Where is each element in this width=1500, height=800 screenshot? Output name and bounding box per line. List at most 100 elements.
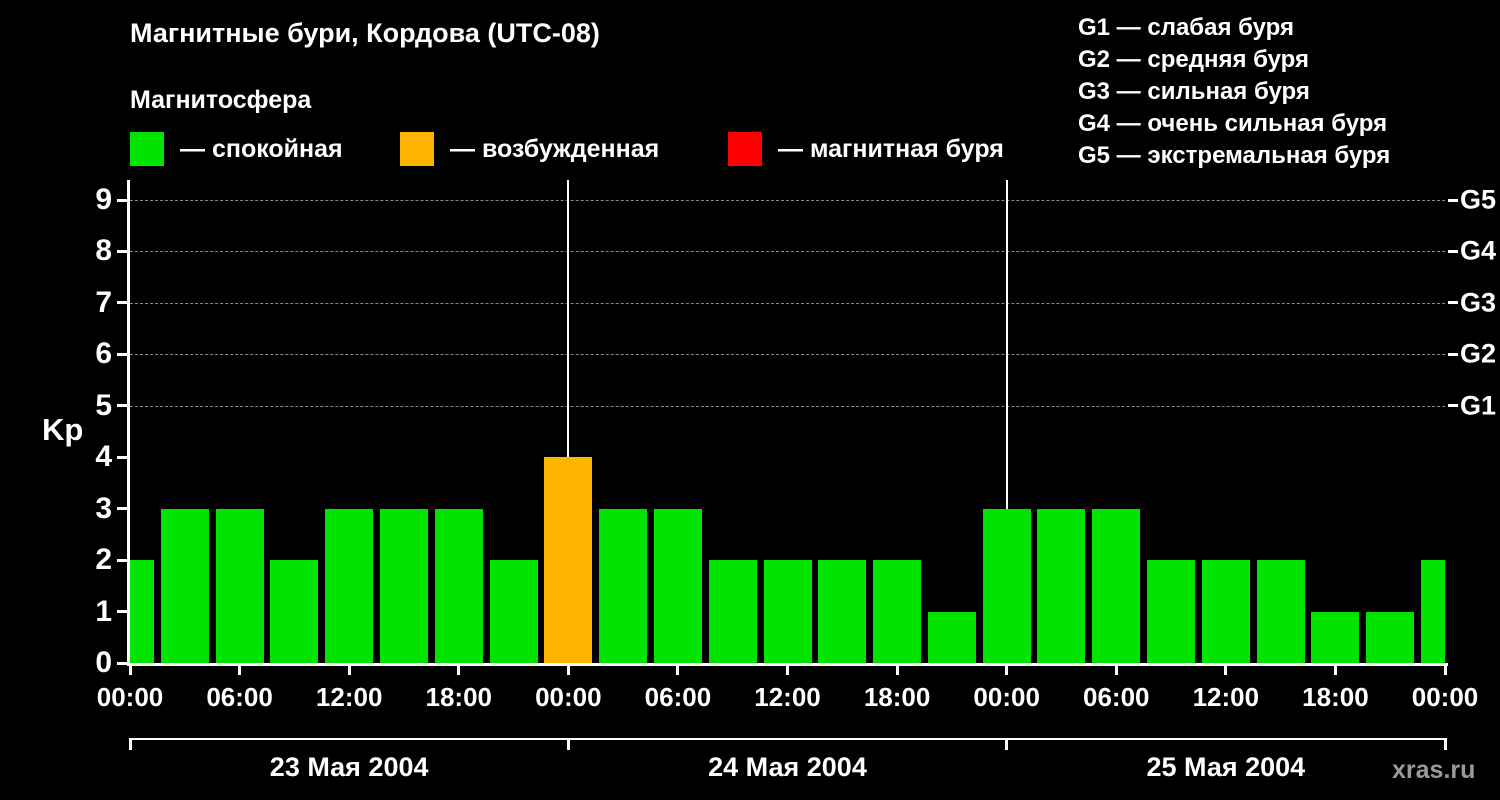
y-tick bbox=[117, 352, 127, 356]
x-tick-label: 12:00 bbox=[754, 682, 821, 712]
x-tick-label: 00:00 bbox=[96, 682, 164, 712]
page-title: Магнитные бури, Кордова (UTC-08) bbox=[130, 18, 600, 48]
y-tick-label: 7 bbox=[95, 285, 112, 319]
kp-bar bbox=[763, 560, 812, 663]
x-tick bbox=[566, 666, 570, 675]
kp-bar bbox=[1366, 611, 1415, 663]
kp-bar bbox=[544, 457, 593, 663]
x-tick bbox=[676, 666, 680, 675]
g-scale-axis-label: G5 bbox=[1460, 184, 1497, 215]
x-tick-label: 12:00 bbox=[1192, 682, 1260, 712]
g-tick bbox=[1448, 301, 1458, 305]
legend-item-storm: — магнитная буря bbox=[728, 132, 1004, 166]
x-tick bbox=[1114, 666, 1118, 675]
date-axis-line bbox=[129, 738, 1446, 740]
x-tick-label: 18:00 bbox=[863, 682, 931, 712]
y-tick bbox=[117, 610, 127, 614]
kp-bar bbox=[1421, 560, 1445, 663]
x-tick-label: 18:00 bbox=[1302, 682, 1369, 712]
x-tick bbox=[128, 666, 132, 675]
x-tick-label: 06:00 bbox=[644, 682, 712, 712]
y-tick bbox=[117, 301, 127, 305]
x-tick bbox=[786, 666, 789, 675]
kp-bar bbox=[927, 611, 976, 663]
y-axis-title: Kp bbox=[42, 412, 84, 447]
y-tick bbox=[117, 404, 127, 408]
y-tick-label: 1 bbox=[95, 594, 112, 628]
gridline-kp6 bbox=[130, 354, 1445, 356]
gridline-kp9 bbox=[130, 200, 1445, 201]
legend-label-quiet: — спокойная bbox=[180, 134, 343, 163]
kp-bar bbox=[1311, 611, 1360, 663]
kp-bar bbox=[1201, 560, 1250, 663]
y-tick-label: 2 bbox=[95, 543, 112, 577]
day-boundary-line bbox=[567, 180, 570, 663]
date-axis-tick bbox=[128, 738, 132, 750]
x-tick bbox=[347, 666, 351, 675]
y-axis-line bbox=[127, 180, 130, 666]
date-axis-tick bbox=[566, 738, 570, 750]
x-tick-label: 06:00 bbox=[1083, 682, 1150, 712]
kp-bar bbox=[982, 508, 1031, 663]
kp-bar bbox=[1092, 508, 1141, 663]
y-tick bbox=[117, 198, 127, 202]
kp-bar bbox=[599, 508, 648, 663]
y-tick-label: 3 bbox=[95, 491, 112, 525]
y-tick bbox=[117, 455, 127, 459]
kp-bar bbox=[1147, 560, 1196, 663]
y-tick bbox=[117, 249, 127, 253]
x-tick bbox=[238, 666, 242, 675]
x-tick bbox=[895, 666, 899, 675]
kp-bar bbox=[1037, 508, 1086, 663]
kp-bar bbox=[873, 560, 922, 663]
g-scale-axis-label: G3 bbox=[1460, 287, 1497, 318]
y-tick bbox=[117, 507, 127, 511]
x-tick-label: 00:00 bbox=[535, 682, 602, 712]
kp-bar bbox=[653, 508, 702, 663]
g-scale-axis-label: G4 bbox=[1460, 235, 1497, 266]
storm-scale-item-g3: G3 — сильная буря bbox=[1078, 78, 1310, 105]
y-tick bbox=[117, 661, 127, 665]
date-axis-tick bbox=[1443, 738, 1447, 750]
kp-bar bbox=[1256, 560, 1305, 663]
date-label: 24 Мая 2004 bbox=[708, 752, 867, 782]
gridline-kp5 bbox=[130, 405, 1445, 407]
g-tick bbox=[1448, 352, 1458, 356]
kp-bar bbox=[708, 560, 757, 663]
plot-area bbox=[130, 180, 1445, 663]
y-tick-label: 0 bbox=[95, 646, 112, 679]
active-color-swatch bbox=[400, 132, 434, 166]
magnetosphere-label: Магнитосфера bbox=[130, 86, 312, 114]
y-tick-label: 6 bbox=[95, 337, 112, 371]
kp-bar bbox=[270, 560, 319, 663]
kp-bar bbox=[379, 508, 428, 663]
y-tick-label: 9 bbox=[95, 183, 112, 216]
x-tick bbox=[457, 666, 461, 675]
legend-label-active: — возбужденная bbox=[450, 134, 660, 163]
y-tick bbox=[117, 558, 127, 562]
kp-bar bbox=[818, 560, 867, 663]
y-tick-label: 8 bbox=[95, 234, 112, 268]
storm-color-swatch bbox=[728, 132, 762, 166]
storm-scale-item-g1: G1 — слабая буря bbox=[1078, 14, 1295, 41]
kp-bar bbox=[160, 508, 209, 663]
g-tick bbox=[1448, 249, 1458, 253]
storm-scale-legend: G1 — слабая буря G2 — средняя буря G3 — си… bbox=[1078, 12, 1390, 172]
x-tick-label: 18:00 bbox=[425, 682, 493, 712]
legend-item-quiet: — спокойная bbox=[130, 132, 343, 166]
storm-scale-item-g5: G5 — экстремальная буря bbox=[1078, 142, 1391, 169]
kp-bar bbox=[434, 508, 483, 663]
kp-bar bbox=[215, 508, 264, 663]
date-axis-tick bbox=[1005, 738, 1009, 750]
magnetosphere-legend: — спокойная — возбужденная — магнитная бур… bbox=[130, 132, 1130, 170]
x-tick bbox=[1224, 666, 1228, 675]
gridline-kp8 bbox=[130, 251, 1445, 253]
x-tick bbox=[1443, 666, 1447, 675]
legend-item-active: — возбужденная bbox=[400, 132, 659, 166]
storm-scale-item-g2: G2 — средняя буря bbox=[1078, 46, 1309, 73]
x-tick-label: 00:00 bbox=[1411, 682, 1479, 712]
x-tick bbox=[1333, 666, 1337, 675]
date-label: 25 Мая 2004 bbox=[1146, 752, 1306, 782]
watermark: xras.ru bbox=[1392, 756, 1476, 784]
